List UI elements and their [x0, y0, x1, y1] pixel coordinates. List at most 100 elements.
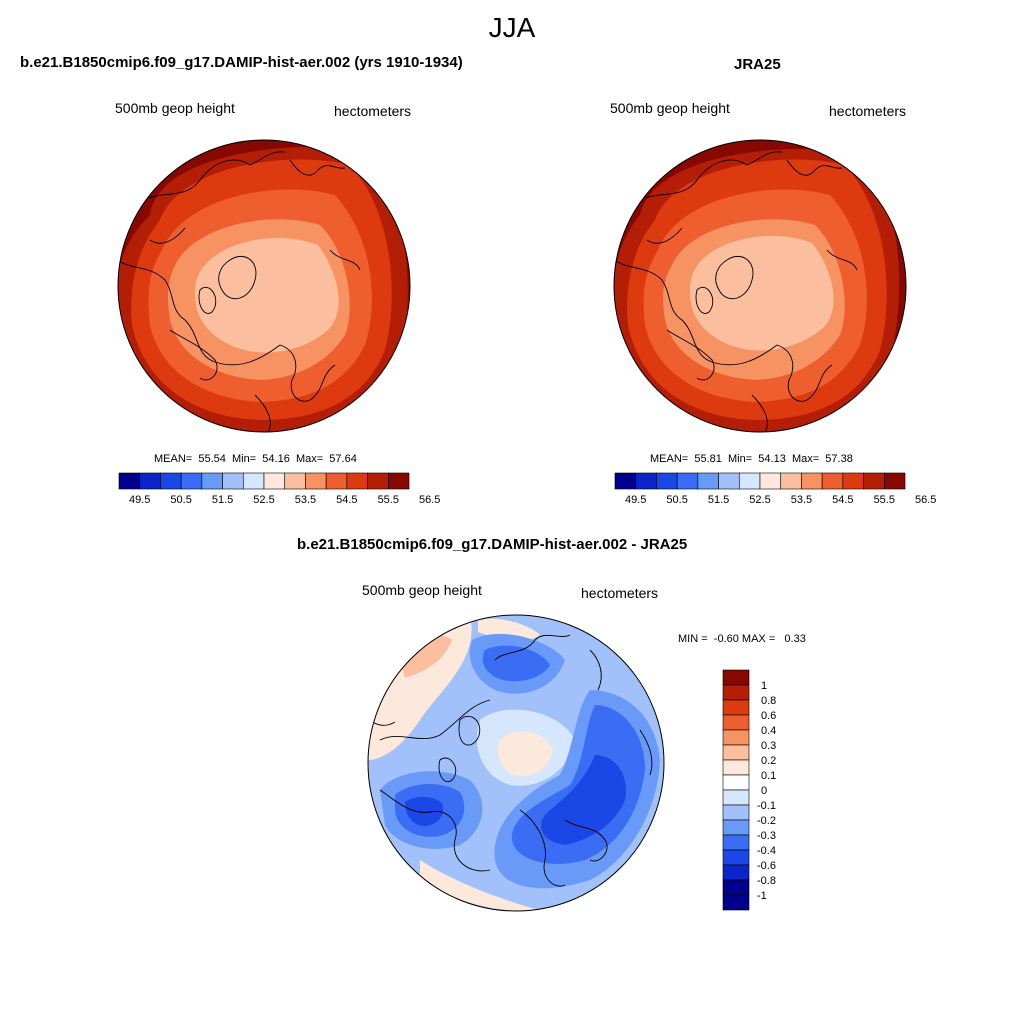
panel1-stats: MEAN= 55.54 Min= 54.16 Max= 57.64	[154, 453, 357, 465]
panel2-colorbar-cell	[863, 472, 885, 490]
panel3-colorbar-cell	[722, 774, 750, 791]
panel3-min-value: -0.60	[713, 633, 739, 645]
panel1-colorbar-cell	[284, 472, 306, 490]
panel2-colorbar-tick-label: 52.5	[749, 494, 770, 506]
panel3-colorbar-tick-label: -0.1	[757, 800, 776, 812]
panel2-colorbar-cell	[759, 472, 782, 490]
panel2-min-label: Min=	[728, 453, 753, 465]
panel2-colorbar-cell	[883, 472, 906, 490]
map2-border	[613, 139, 907, 433]
panel2-variable-label: 500mb geop height	[610, 100, 730, 116]
panel2-colorbar-tick-label: 50.5	[666, 494, 687, 506]
panel3-colorbar-tick-label: -0.6	[757, 860, 776, 872]
panel2-colorbar-tick-label: 54.5	[832, 494, 853, 506]
panel3-colorbar-tick-label: -0.8	[757, 875, 776, 887]
panel3-colorbar-tick-label: 0	[761, 785, 767, 797]
panel1-mean-value: 55.54	[198, 453, 226, 465]
panel2-min-value: 54.13	[758, 453, 786, 465]
panel1-colorbar-tick-label: 56.5	[419, 494, 440, 506]
panel1-colorbar-tick-label: 52.5	[253, 494, 274, 506]
panel3-units-label: hectometers	[581, 585, 659, 601]
panel3-max-value: 0.33	[784, 633, 806, 645]
panel1-colorbar-tick-label: 54.5	[336, 494, 357, 506]
map3-border	[367, 614, 665, 912]
panel1-colorbar-cell	[367, 472, 389, 490]
panel1-colorbar-cell	[305, 472, 327, 490]
panel1-colorbar-cell	[242, 472, 265, 490]
map2-polar-projection	[614, 140, 906, 432]
panel2-max-label: Max=	[791, 453, 820, 465]
panel3-max-label: MAX =	[741, 633, 776, 645]
panel3-colorbar-cell	[722, 834, 750, 851]
panel2-mean-label: MEAN=	[650, 453, 689, 465]
panel3-colorbar-cell	[722, 789, 750, 806]
panel1-colorbar-cell	[222, 472, 244, 490]
panel1-max-value: 57.64	[329, 453, 357, 465]
panel1-colorbar: 49.5 50.5 51.5 52.5 53.5 54.5 55.5 56.5	[118, 472, 440, 506]
panel2-colorbar-cell	[656, 472, 678, 490]
panel2-colorbar-tick-label: 49.5	[625, 494, 646, 506]
panel1-colorbar-cell	[118, 472, 141, 490]
map1-polar-projection	[118, 140, 410, 432]
panel2-colorbar-cell	[780, 472, 802, 490]
panel2-colorbar-tick-label: 51.5	[708, 494, 729, 506]
panel3-colorbar-cell	[722, 684, 750, 701]
panel1-colorbar-cell	[201, 472, 223, 490]
panel2-colorbar-cell	[635, 472, 657, 490]
panel3-colorbar-cell	[722, 729, 750, 746]
panel2-colorbar-cell	[821, 472, 844, 490]
panel2-title: JRA25	[734, 56, 781, 73]
panel1-colorbar-cell	[346, 472, 368, 490]
panel3-stats: MIN = -0.60 MAX = 0.33	[678, 633, 806, 645]
panel2-stats: MEAN= 55.81 Min= 54.13 Max= 57.38	[650, 453, 853, 465]
panel3-colorbar-cell	[722, 744, 750, 761]
panel3-title: b.e21.B1850cmip6.f09_g17.DAMIP-hist-aer.…	[297, 536, 688, 553]
panel3-colorbar-cell	[722, 759, 750, 776]
panel3-colorbar-tick-label: 0.3	[761, 740, 776, 752]
panel3-variable-label: 500mb geop height	[362, 582, 482, 598]
panel3-colorbar-cell	[722, 864, 750, 881]
panel2-colorbar-cell	[718, 472, 740, 490]
panel3-colorbar-tick-label: 0.2	[761, 755, 776, 767]
panel2-mean-value: 55.81	[694, 453, 722, 465]
panel1-variable-label: 500mb geop height	[115, 100, 235, 116]
panel2-colorbar-tick-label: 55.5	[874, 494, 895, 506]
panel2-max-value: 57.38	[825, 453, 853, 465]
map3-polar-projection	[368, 615, 664, 911]
panel3-colorbar-cell	[722, 669, 750, 686]
panel3-colorbar-tick-label: -1	[757, 890, 767, 902]
panel3-colorbar-tick-label: 0.4	[761, 725, 776, 737]
panel1-min-label: Min=	[232, 453, 257, 465]
panel3-colorbar-cell	[722, 879, 750, 896]
panel3-colorbar-cell	[722, 714, 750, 731]
panel2-colorbar-cell	[697, 472, 719, 490]
panel1-max-label: Max=	[295, 453, 324, 465]
panel3-colorbar-tick-label: -0.3	[757, 830, 776, 842]
panel1-mean-label: MEAN=	[154, 453, 193, 465]
panel2-colorbar: 49.5 50.5 51.5 52.5 53.5 54.5 55.5 56.5	[614, 472, 936, 506]
panel3-colorbar-cell	[722, 819, 750, 836]
map1-border	[117, 139, 411, 433]
panel3-colorbar: 1 0.8 0.6 0.4 0.3 0.2 0.1 0 -0.1 -0.2 -0.3 -0.4 -0.6…	[722, 669, 776, 911]
panel2-colorbar-cell	[738, 472, 761, 490]
panel3-colorbar-cell	[722, 699, 750, 716]
panel3-colorbar-cell	[722, 804, 750, 821]
panel2-colorbar-cell	[676, 472, 699, 490]
panel2-colorbar-tick-label: 53.5	[791, 494, 812, 506]
panel1-colorbar-tick-label: 50.5	[170, 494, 191, 506]
panel1-colorbar-cell	[180, 472, 203, 490]
panel3-colorbar-cell	[722, 849, 750, 866]
panel1-colorbar-cell	[160, 472, 182, 490]
panel3-colorbar-tick-label: 0.6	[761, 710, 776, 722]
panel1-title: b.e21.B1850cmip6.f09_g17.DAMIP-hist-aer.…	[20, 54, 463, 71]
panel3-colorbar-cell	[722, 894, 750, 911]
panel3-colorbar-tick-label: 0.8	[761, 695, 776, 707]
panel1-colorbar-cell	[263, 472, 286, 490]
panel3-colorbar-tick-label: -0.4	[757, 845, 776, 857]
panel1-colorbar-tick-label: 55.5	[378, 494, 399, 506]
panel1-colorbar-tick-label: 49.5	[129, 494, 150, 506]
panel2-colorbar-cell	[801, 472, 823, 490]
panel1-colorbar-cell	[325, 472, 348, 490]
panel3-colorbar-tick-label: 0.1	[761, 770, 776, 782]
